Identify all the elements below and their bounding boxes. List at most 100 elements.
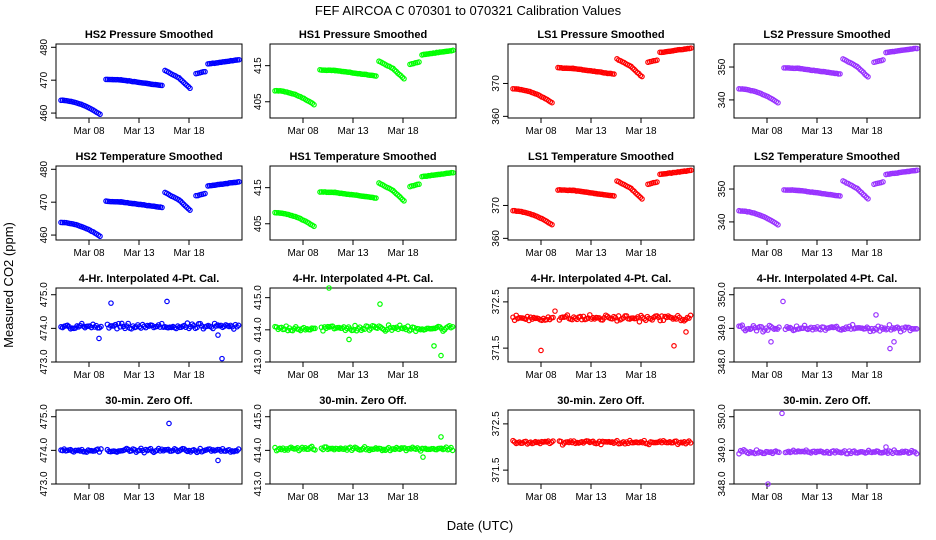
y-tick-label: 415 <box>253 57 264 74</box>
panel-ls2-temperature-smoothed-1-3: LS2 Temperature Smoothed Mar 08 Mar 13 Mar … <box>717 151 921 259</box>
panel-hs2-temperature-smoothed-1-0: HS2 Temperature Smoothed Mar 08 Mar 13 Mar … <box>39 151 243 259</box>
y-tick-label: 480 <box>39 39 50 56</box>
data-point <box>837 193 843 199</box>
x-tick-label: Mar 13 <box>575 126 607 137</box>
x-tick-label: Mar 18 <box>387 126 419 137</box>
data-point <box>236 56 242 63</box>
panel-frame <box>269 43 457 119</box>
y-tick-label: 370 <box>491 75 502 92</box>
data-point <box>776 449 782 456</box>
y-tick-label: 350.0 <box>717 282 728 307</box>
data-point <box>187 207 193 213</box>
data-point <box>687 312 694 319</box>
data-point <box>350 327 357 333</box>
data-point <box>450 169 456 176</box>
data-point <box>401 75 407 82</box>
data-point <box>438 352 444 359</box>
x-tick-label: Mar 13 <box>337 492 369 503</box>
x-tick-label: Mar 18 <box>851 370 883 381</box>
data-series <box>736 298 920 352</box>
x-tick-label: Mar 18 <box>173 370 205 381</box>
data-point <box>450 47 456 54</box>
data-point <box>780 298 786 305</box>
panel-title: 30-min. Zero Off. <box>319 395 406 407</box>
x-tick-label: Mar 18 <box>387 492 419 503</box>
data-series <box>58 56 242 118</box>
y-tick-label: 414.0 <box>253 437 264 462</box>
data-point <box>683 329 689 335</box>
data-point <box>449 447 456 454</box>
data-point <box>200 68 207 75</box>
data-point <box>614 318 620 324</box>
panel-title: LS2 Temperature Smoothed <box>754 151 900 163</box>
data-point <box>416 59 422 65</box>
data-point <box>550 314 556 321</box>
data-point <box>377 301 383 307</box>
y-tick-label: 480 <box>39 161 50 178</box>
data-point <box>236 178 242 185</box>
data-point <box>764 327 771 333</box>
data-point <box>311 223 317 230</box>
data-point <box>202 68 208 75</box>
data-point <box>125 320 132 327</box>
data-point <box>654 179 660 185</box>
data-point <box>346 336 352 343</box>
data-series <box>272 434 456 460</box>
panel-title: 30-min. Zero Off. <box>557 395 644 407</box>
data-point <box>837 71 843 77</box>
data-point <box>215 457 221 464</box>
panel-frame <box>507 409 695 485</box>
panel-4-hr-interpolated-4-pt-cal-2-3: 4-Hr. Interpolated 4-Pt. Cal. Mar 08 Mar 1… <box>717 273 921 381</box>
x-tick-label: Mar 08 <box>287 248 319 259</box>
x-tick-label: Mar 13 <box>575 248 607 259</box>
panel-title: HS2 Temperature Smoothed <box>75 151 222 163</box>
panel-hs1-pressure-smoothed-0-1: HS1 Pressure Smoothed Mar 08 Mar 13 Mar 18 4… <box>253 29 457 137</box>
data-point <box>611 193 617 199</box>
x-tick-label: Mar 08 <box>751 370 783 381</box>
x-tick-label: Mar 13 <box>575 370 607 381</box>
panel-frame <box>507 287 695 363</box>
data-point <box>671 343 677 349</box>
panel-4-hr-interpolated-4-pt-cal-2-1: 4-Hr. Interpolated 4-Pt. Cal. Mar 08 Mar 1… <box>253 273 457 381</box>
y-tick-label: 473.0 <box>39 349 50 374</box>
data-point <box>98 323 104 330</box>
x-tick-label: Mar 08 <box>73 248 105 259</box>
y-tick-label: 350 <box>717 58 728 75</box>
data-series <box>510 45 694 106</box>
data-point <box>639 196 645 202</box>
y-tick-label: 415.0 <box>253 404 264 429</box>
x-tick-label: Mar 18 <box>625 370 657 381</box>
x-tick-label: Mar 13 <box>337 370 369 381</box>
y-tick-label: 413.0 <box>253 349 264 374</box>
data-point <box>654 57 660 63</box>
x-tick-label: Mar 13 <box>123 248 155 259</box>
y-tick-label: 371.5 <box>491 335 502 360</box>
x-tick-label: Mar 18 <box>851 248 883 259</box>
data-point <box>880 57 886 63</box>
x-tick-label: Mar 08 <box>525 370 557 381</box>
x-tick-label: Mar 13 <box>123 492 155 503</box>
data-series <box>272 169 456 230</box>
data-point <box>219 355 225 362</box>
x-tick-label: Mar 18 <box>851 492 883 503</box>
data-point <box>913 450 920 457</box>
panel-frame <box>733 165 921 241</box>
data-point <box>891 339 897 345</box>
y-tick-label: 348.0 <box>717 471 728 496</box>
panel-frame <box>269 287 457 363</box>
x-tick-label: Mar 08 <box>73 126 105 137</box>
data-point <box>215 332 221 338</box>
y-tick-label: 475.0 <box>39 282 50 307</box>
data-point <box>96 335 102 342</box>
y-tick-label: 350.0 <box>717 404 728 429</box>
y-tick-label: 470 <box>39 193 50 210</box>
data-point <box>913 326 920 332</box>
panel-title: HS2 Pressure Smoothed <box>85 29 213 41</box>
panel-frame <box>733 287 921 363</box>
data-series <box>736 45 920 106</box>
panel-4-hr-interpolated-4-pt-cal-2-2: 4-Hr. Interpolated 4-Pt. Cal. Mar 08 Mar 1… <box>491 273 695 381</box>
x-tick-label: Mar 18 <box>387 370 419 381</box>
panel-title: 4-Hr. Interpolated 4-Pt. Cal. <box>757 273 898 285</box>
data-point <box>431 343 437 349</box>
y-tick-label: 475.0 <box>39 404 50 429</box>
